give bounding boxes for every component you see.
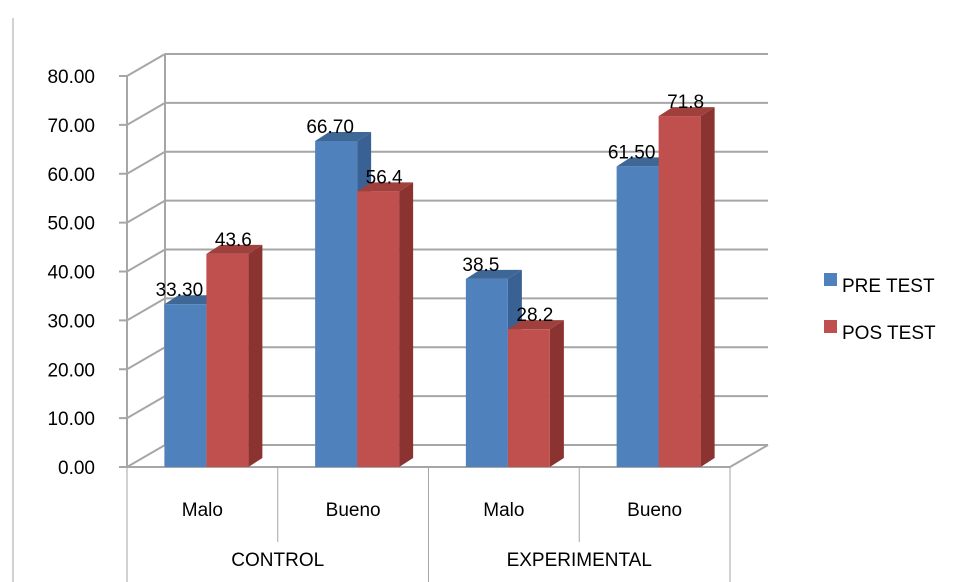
x-axis: Malo Bueno Malo Bueno CONTROL EXPERIMENTAL	[126, 467, 731, 582]
bar	[206, 253, 249, 467]
data-label: 66.70	[306, 117, 354, 138]
bar	[507, 329, 550, 467]
gridline-side	[126, 150, 166, 175]
gridline-side	[126, 444, 166, 468]
gridline-side	[126, 199, 166, 224]
bar	[658, 116, 701, 467]
bar	[357, 191, 400, 467]
x-category-label: Bueno	[627, 500, 682, 521]
bar	[315, 141, 358, 467]
x-group-label: EXPERIMENTAL	[507, 550, 652, 571]
x-category-label: Bueno	[326, 500, 381, 521]
legend-label: PRE TEST	[842, 276, 935, 297]
data-label: 38.5	[462, 255, 499, 276]
data-label: 33.30	[156, 280, 204, 301]
bar-top	[206, 244, 263, 254]
y-tick-label: 80.00	[47, 67, 95, 88]
y-tick-label: 10.00	[47, 409, 95, 430]
gridline-side	[126, 297, 166, 322]
data-label: 28.2	[516, 305, 553, 326]
legend: PRE TEST POS TEST	[824, 273, 936, 344]
gridline-side	[126, 102, 166, 126]
floor-right-edge	[729, 444, 769, 468]
bar-side	[700, 107, 715, 467]
y-tick-label: 60.00	[47, 165, 95, 186]
bar-top	[357, 182, 414, 192]
data-label: 71.8	[667, 92, 704, 113]
bars	[164, 107, 715, 467]
x-category-label: Malo	[483, 500, 524, 521]
bar	[164, 304, 207, 467]
gridline-side	[126, 346, 166, 371]
y-tick-label: 70.00	[47, 116, 95, 137]
y-tick-label: 40.00	[47, 263, 95, 284]
data-label: 56.4	[366, 167, 403, 188]
bar-top	[658, 107, 715, 117]
data-label: 43.6	[215, 230, 252, 251]
bar	[616, 166, 659, 467]
x-group-label: CONTROL	[231, 550, 324, 571]
data-labels: 33.30 43.6 66.70 56.4 38.5 28.2 61.50 71.8	[156, 92, 705, 326]
bar-top	[465, 269, 522, 279]
y-tick-label: 50.00	[47, 214, 95, 235]
legend-label: POS TEST	[842, 323, 936, 344]
gridline-side	[126, 53, 166, 77]
bar-top	[507, 320, 564, 330]
data-label: 61.50	[608, 142, 656, 163]
legend-swatch	[824, 320, 837, 333]
y-tick-label: 0.00	[58, 458, 95, 479]
y-tick-label: 30.00	[47, 311, 95, 332]
y-tick-label: 20.00	[47, 360, 95, 381]
y-axis-ticks: 0.00 10.00 20.00 30.00 40.00 50.00 60.00 70.00 8…	[47, 67, 95, 479]
bar-side	[399, 182, 414, 467]
bar-top	[315, 132, 372, 142]
legend-swatch	[824, 273, 837, 286]
gridline-side	[126, 395, 166, 419]
gridline-side	[126, 248, 166, 273]
bar	[465, 278, 508, 467]
bar-side	[549, 320, 564, 467]
bar-side	[248, 244, 263, 467]
x-category-label: Malo	[182, 500, 223, 521]
